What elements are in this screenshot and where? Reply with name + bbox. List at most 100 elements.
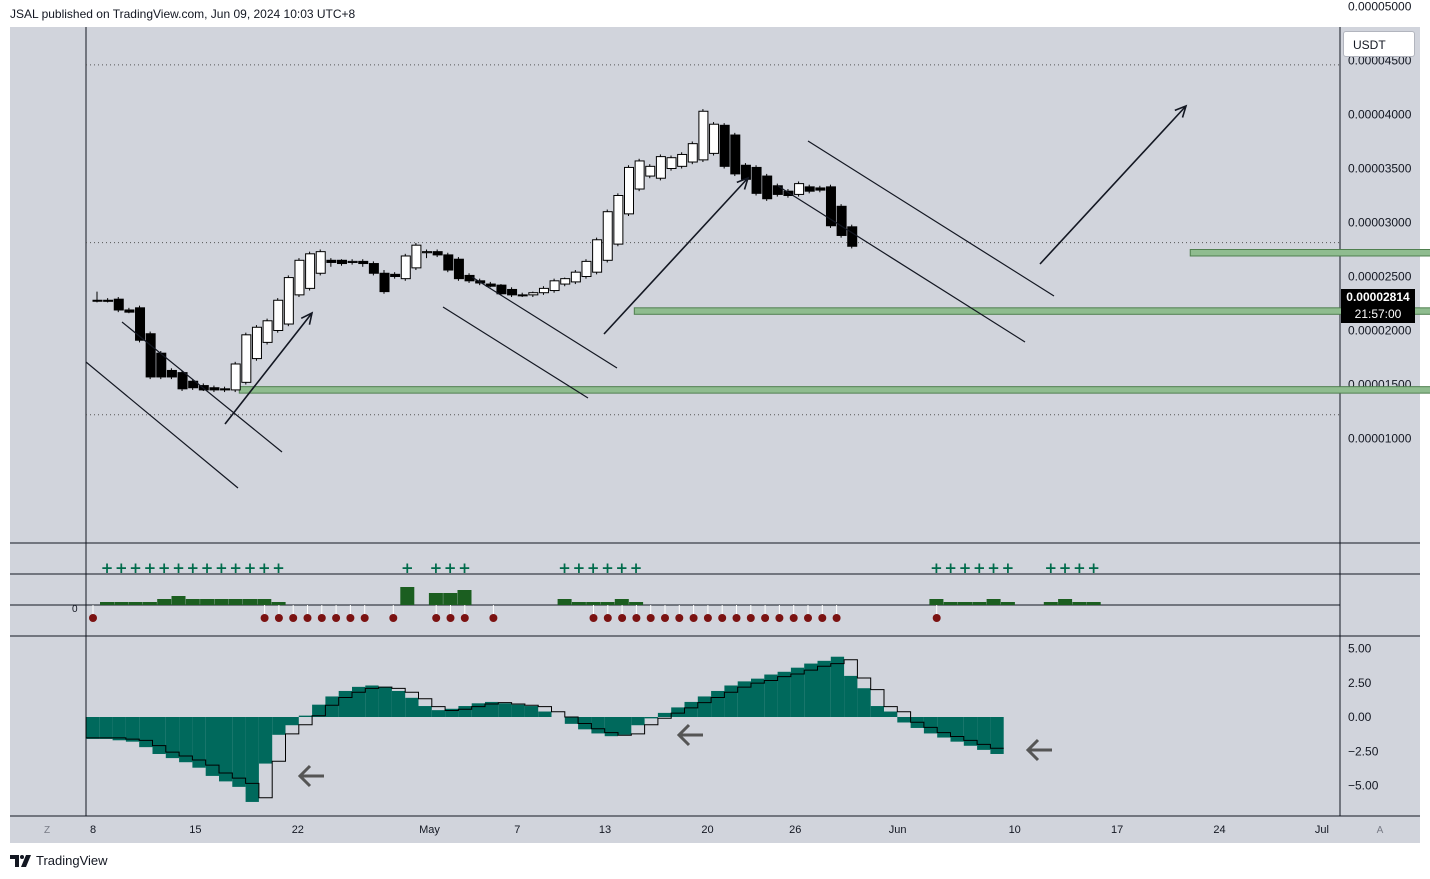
annotation-arrow-icon [736,176,750,190]
time-tick-label: 15 [189,824,201,836]
brand-footer[interactable]: TradingView [10,853,108,868]
candle-up [549,280,560,292]
signal-dot [460,614,469,622]
oscillator-bar [431,710,446,717]
oscillator-bar [152,717,166,754]
candle-down [762,175,773,200]
histogram-bar [600,602,615,605]
signal-cross-icon: + [973,559,986,577]
candle-up [677,153,688,167]
signal-dot [446,614,455,622]
trend-channel-line [442,306,589,399]
candle-down [358,260,369,265]
histogram-bar [443,593,458,605]
candle-up [655,156,666,179]
signal-cross-icon: + [458,559,471,577]
signal-cross-icon: + [444,559,457,577]
signal-dot [761,614,770,622]
signal-cross-icon: + [1002,559,1015,577]
candle-down [188,380,199,389]
candle-up [273,299,284,332]
candle-up [538,287,549,294]
candle-down [772,185,783,195]
oscillator-bar [219,717,233,782]
candle-up [315,251,326,274]
trend-channel-line [85,361,239,489]
oscillator-bar [445,708,459,717]
candle-down [453,258,464,280]
oscillator-bar [325,696,339,717]
histogram-bar [200,599,215,605]
price-tick-label: 0.00004000 [1348,108,1412,122]
time-tick-label: 20 [701,824,713,836]
histogram-bar [457,590,472,605]
time-tick-label: Jul [1315,824,1329,836]
signal-dot [589,614,598,622]
oscillator-bar [804,663,818,717]
candle-down [379,272,390,293]
histogram-bar [171,596,186,605]
candle-down [783,190,794,196]
histogram-bar [943,602,958,605]
oscillator-bar [737,681,751,717]
oscillator-bar [830,656,845,717]
histogram-bar [271,602,286,605]
candle-up [794,183,805,195]
histogram-bar [629,602,644,605]
candle-down [825,186,836,227]
oscillator-bar [272,717,286,735]
signal-dot [818,614,827,622]
auto-scale-button[interactable]: A [1376,825,1384,836]
candle-down [730,134,741,175]
oscillator-bar [671,707,685,717]
time-tick-label: May [419,824,440,836]
oscillator-bar [697,696,712,717]
signal-cross-icon: + [258,559,271,577]
signal-dot [289,614,298,622]
last-price: 0.00002814 [1346,290,1410,304]
currency-selector[interactable]: USDT [1343,31,1415,57]
candle-down [209,387,220,391]
oscillator-tick-label: 5.00 [1348,642,1372,656]
time-tick-label: 10 [1009,824,1021,836]
histogram-bar [114,602,129,605]
oscillator-bar [205,717,219,776]
histogram-bar [157,599,172,605]
price-tick-label: 0.00005000 [1348,0,1412,14]
signal-dot [732,614,741,622]
oscillator-bar [844,675,858,717]
candle-up [613,195,624,245]
candle-up [602,211,613,261]
time-tick-label: 24 [1213,824,1225,836]
oscillator-tick-label: −2.50 [1348,744,1379,758]
signal-dot [775,614,784,622]
candle-up [241,334,252,383]
signal-dot [274,614,283,622]
histogram-bar [557,599,572,605]
candle-up [422,251,433,254]
signal-cross-icon: + [1059,559,1072,577]
oscillator-bar [937,717,951,738]
oscillator-bar [338,690,352,717]
signal-dot [832,614,841,622]
oscillator-bar [86,717,100,739]
oscillator-bar [125,717,140,742]
signal-cross-icon: + [430,559,443,577]
trend-channel-line [807,140,1055,297]
oscillator-bar [790,667,805,717]
annotation-arrow-icon [224,312,313,425]
signal-dot [389,614,398,622]
oscillator-bar [777,671,791,717]
histogram-bar [100,602,114,605]
candle-down [432,251,443,256]
signal-cross-icon: + [172,559,185,577]
zoom-reset-button[interactable]: Z [43,825,51,836]
histogram-bar [929,599,944,605]
candle-up [230,363,241,391]
signal-cross-icon: + [244,559,257,577]
time-tick-label: 7 [514,824,520,836]
oscillator-bar [312,704,326,717]
histogram-bar [400,587,415,605]
brand-name: TradingView [36,853,108,868]
